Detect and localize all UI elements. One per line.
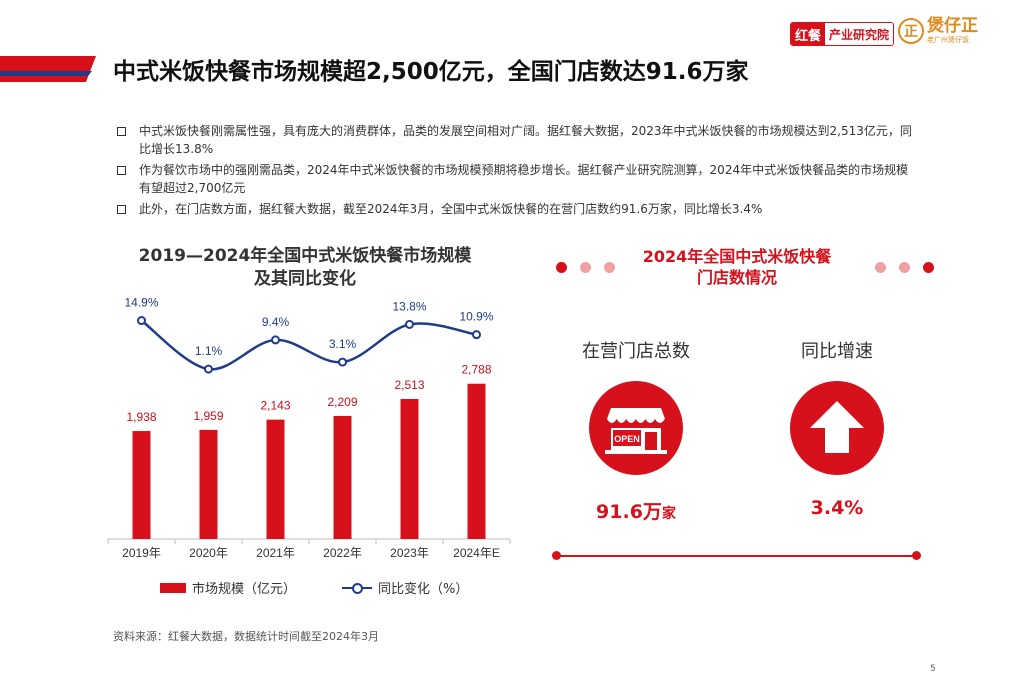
bullet-square-icon <box>117 205 126 214</box>
growth-icon-circle <box>790 381 884 475</box>
x-tick-label: 2023年 <box>390 546 429 560</box>
bar-value-label: 2,209 <box>327 395 357 409</box>
chart-legend: 市场规模（亿元） 同比变化（%） <box>160 578 468 597</box>
bar-3 <box>333 415 352 539</box>
chart-title-line2: 及其同比变化 <box>254 269 356 289</box>
legend-line-swatch <box>342 582 373 594</box>
store-count-value: 91.6万家 <box>596 501 676 523</box>
bullet-item: 此外，在门店数方面，据红餐大数据，截至2024年3月，全国中式米饭快餐的在营门店… <box>117 200 917 218</box>
open-sign-text: OPEN <box>614 434 640 444</box>
legend-bar-swatch <box>160 582 186 593</box>
x-tick-label: 2022年 <box>323 546 362 560</box>
yoy-point <box>405 319 414 329</box>
bar-1 <box>199 429 218 539</box>
divider-dot-left <box>552 551 561 560</box>
store-count-unit: 家 <box>661 506 676 522</box>
brand-subtitle: 老广州煲仔饭 <box>927 36 969 44</box>
yoy-point <box>204 364 213 374</box>
panel-divider <box>556 555 917 557</box>
up-arrow-icon <box>810 401 864 453</box>
yoy-point <box>271 335 280 345</box>
x-tick-label: 2020年 <box>189 546 228 560</box>
bar-4 <box>400 399 419 539</box>
chart-title: 2019—2024年全国中式米饭快餐市场规模 及其同比变化 <box>110 245 500 291</box>
bullet-square-icon <box>117 166 126 175</box>
brand-name: 煲仔正 <box>927 16 978 36</box>
yoy-value-label: 3.1% <box>329 337 357 351</box>
hongcan-logo: 红餐 产业研究院 <box>790 22 895 46</box>
yoy-point <box>338 357 347 367</box>
bar-value-label: 2,788 <box>461 363 491 377</box>
source-note: 资料来源：红餐大数据，数据统计时间截至2024年3月 <box>113 630 379 643</box>
growth-label: 同比增速 <box>801 341 873 362</box>
bar-2 <box>266 419 285 539</box>
growth-value: 3.4% <box>810 497 864 519</box>
divider-dot-right <box>912 551 921 560</box>
decor-dots-left <box>556 262 615 273</box>
x-tick-label: 2021年 <box>256 546 295 560</box>
store-icon-circle: OPEN <box>589 381 683 475</box>
bar-value-label: 2,513 <box>394 378 424 392</box>
bar-5 <box>467 383 486 539</box>
legend-bar-label: 市场规模（亿元） <box>192 582 297 597</box>
x-tick-label: 2019年 <box>122 546 161 560</box>
logo-institute-text: 产业研究院 <box>825 23 894 45</box>
title-accent-bar <box>0 56 96 82</box>
x-tick-label: 2024年E <box>453 546 500 560</box>
yoy-point <box>137 316 146 326</box>
yoy-line <box>140 319 477 371</box>
yoy-value-label: 13.8% <box>392 299 426 313</box>
page-title: 中式米饭快餐市场规模超2,500亿元，全国门店数达91.6万家 <box>113 59 749 85</box>
yoy-value-label: 10.9% <box>459 310 493 324</box>
bullet-item: 作为餐饮市场中的强刚需品类，2024年中式米饭快餐的市场规模预期将稳步增长。据红… <box>117 161 917 197</box>
open-store-icon: OPEN <box>605 408 667 454</box>
bullet-square-icon <box>117 127 126 136</box>
yoy-value-label: 14.9% <box>124 296 158 310</box>
bar-value-label: 2,143 <box>260 399 290 413</box>
legend-line-label: 同比变化（%） <box>378 582 469 597</box>
bullet-list: 中式米饭快餐刚需属性强，具有庞大的消费群体，品类的发展空间相对广阔。据红餐大数据… <box>117 122 917 221</box>
bar-value-label: 1,959 <box>193 409 223 423</box>
brand-seal-icon: 正 <box>898 18 924 44</box>
store-count-label: 在营门店总数 <box>582 341 690 362</box>
bar-value-label: 1,938 <box>126 410 156 424</box>
store-panel-title: 2024年全国中式米饭快餐 门店数情况 <box>642 247 832 287</box>
decor-dots-right <box>875 262 934 273</box>
yoy-value-label: 1.1% <box>195 344 223 358</box>
baozaizheng-logo: 正 煲仔正 老广州煲仔饭 <box>898 18 978 44</box>
logo-red-text: 红餐 <box>791 23 826 45</box>
bar-0 <box>132 431 151 539</box>
page-number: 5 <box>930 664 936 674</box>
chart-title-line1: 2019—2024年全国中式米饭快餐市场规模 <box>138 246 472 266</box>
yoy-value-label: 9.4% <box>262 315 290 329</box>
bullet-item: 中式米饭快餐刚需属性强，具有庞大的消费群体，品类的发展空间相对广阔。据红餐大数据… <box>117 122 917 158</box>
market-size-chart: 1,938 2019年 1,959 2020年 2,143 2021年 2,209 2022年… <box>107 296 511 560</box>
yoy-point <box>472 330 481 340</box>
